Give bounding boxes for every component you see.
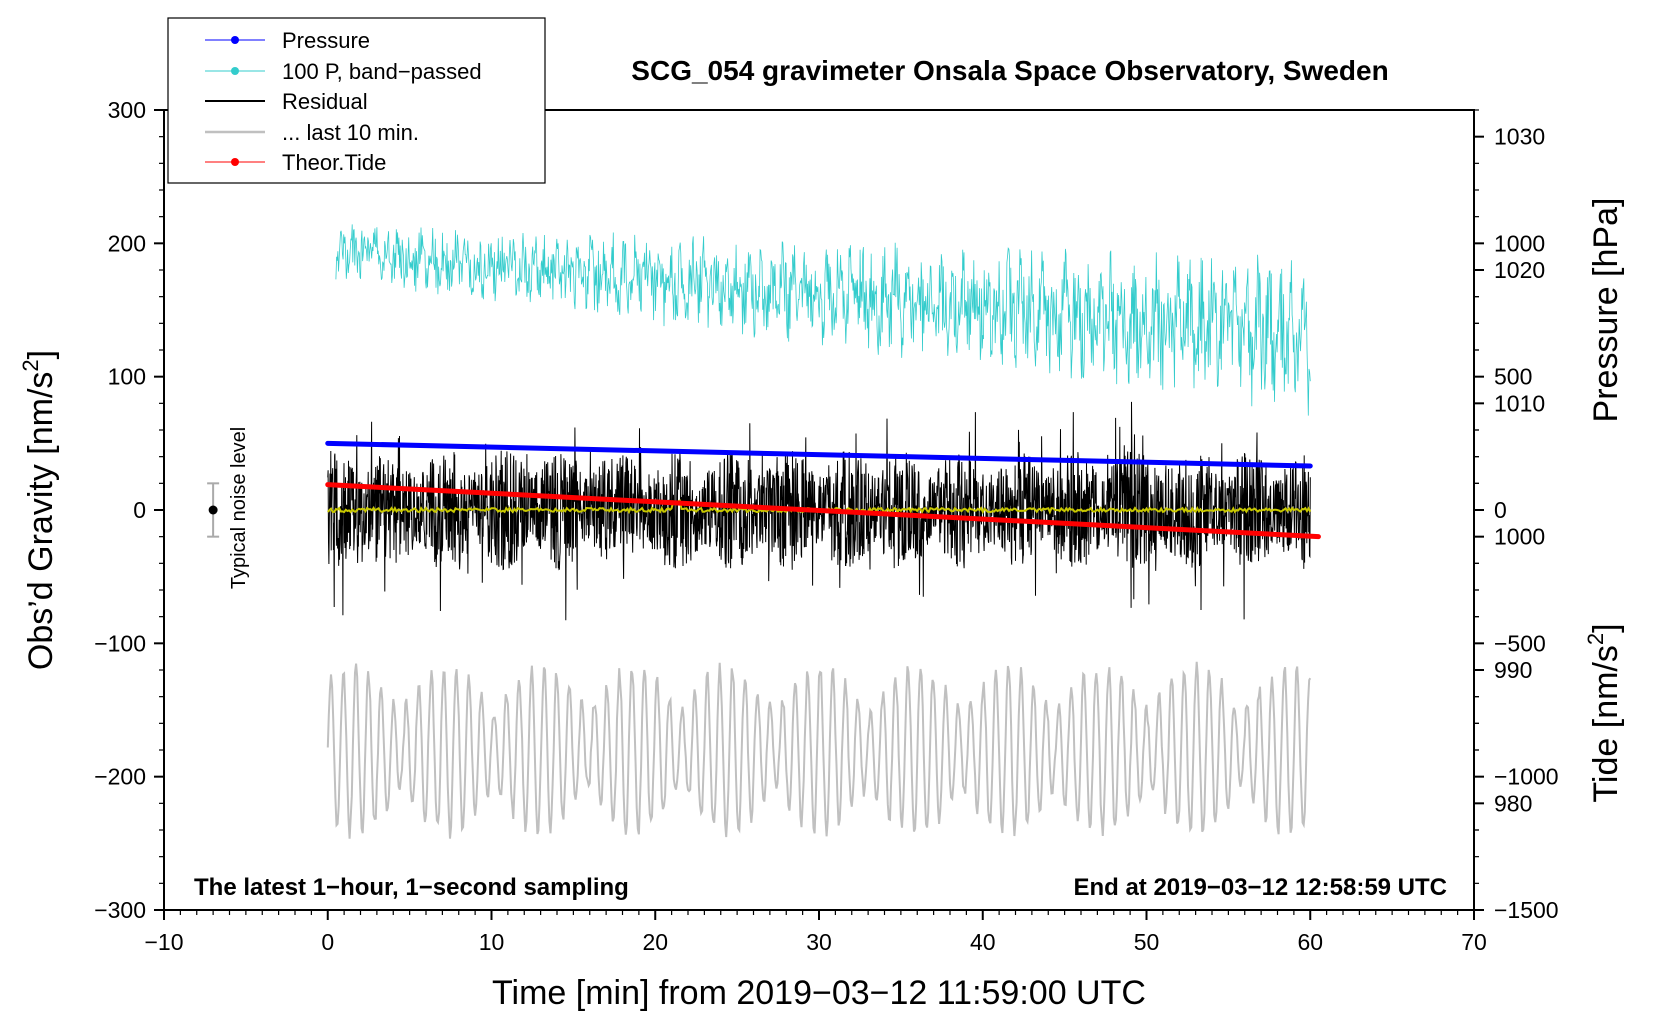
tide-label-sup: 2 (1583, 633, 1608, 645)
x-tick-label: 20 (642, 929, 668, 955)
y-axis-label-tide: Tide [nm/s2] (1583, 623, 1625, 802)
y-left-tick-label: 300 (108, 97, 146, 123)
y-left-tick-label: 200 (108, 230, 146, 256)
tide-tick-label: −1500 (1494, 897, 1559, 923)
ticks-layer: −10 0 10 20 30 40 50 60 703002001000−100−200−300… (94, 97, 1558, 955)
legend: Pressure 100 P, band−passed Residual ...… (167, 17, 546, 184)
y-left-tick-label: −100 (94, 630, 146, 656)
legend-marker-bandpassed (231, 67, 239, 75)
y-left-label-sup: 2 (18, 359, 43, 371)
noise-center-dot (208, 505, 218, 515)
tide-tick-label: 0 (1494, 497, 1507, 523)
y-axis-label-left: Obs’d Gravity [nm/s2] (18, 350, 60, 670)
legend-marker-pressure (231, 36, 239, 44)
annotation-left: The latest 1−hour, 1−second sampling (194, 874, 629, 901)
pressure-tick-label: 1030 (1494, 124, 1545, 150)
series-tide-line (325, 482, 1321, 540)
pressure-tick-label: 980 (1494, 790, 1532, 816)
series-pressure-line (325, 440, 1313, 469)
series-layer (325, 224, 1321, 839)
annotation-right: End at 2019−03−12 12:58:59 UTC (1073, 874, 1447, 901)
y-left-tick-label: 100 (108, 364, 146, 390)
tide-tick-label: 1000 (1494, 230, 1545, 256)
tide-label-main: Tide [nm/s (1587, 645, 1625, 802)
pressure-tick-label: 990 (1494, 657, 1532, 683)
series-last10-line (326, 661, 1312, 839)
x-axis-label: Time [min] from 2019−03−12 11:59:00 UTC (492, 974, 1146, 1012)
y-axis-label-pressure: Pressure [hPa] (1587, 198, 1625, 423)
x-tick-label: 60 (1297, 929, 1323, 955)
y-left-label-close: ] (22, 350, 60, 359)
x-tick-label: 40 (970, 929, 996, 955)
tide-tick-label: −500 (1494, 630, 1546, 656)
legend-marker-tide (231, 158, 239, 166)
y-left-tick-label: −300 (94, 897, 146, 923)
legend-label-pressure: Pressure (282, 28, 370, 53)
x-tick-label: 0 (321, 929, 334, 955)
series-bandpassed-line (335, 224, 1311, 416)
legend-label-residual: Residual (282, 89, 368, 114)
noise-label: Typical noise level (228, 427, 250, 589)
pressure-tick-label: 1000 (1494, 524, 1545, 550)
x-tick-label: 70 (1461, 929, 1487, 955)
pressure-tick-label: 1010 (1494, 390, 1545, 416)
chart-title: SCG_054 gravimeter Onsala Space Observat… (631, 55, 1388, 86)
tide-tick-label: 500 (1494, 364, 1532, 390)
series-residual-line (327, 401, 1311, 621)
legend-label-last10: ... last 10 min. (282, 120, 419, 145)
tide-tick-label: −1000 (1494, 764, 1559, 790)
legend-label-tide: Theor.Tide (282, 150, 386, 175)
tide-label-close: ] (1587, 623, 1625, 632)
x-tick-label: 50 (1134, 929, 1160, 955)
legend-label-bandpassed: 100 P, band−passed (282, 59, 482, 84)
x-tick-label: 30 (806, 929, 832, 955)
y-left-label-main: Obs’d Gravity [nm/s (22, 372, 60, 671)
y-left-tick-label: −200 (94, 764, 146, 790)
x-tick-label: −10 (144, 929, 183, 955)
pressure-tick-label: 1020 (1494, 257, 1545, 283)
x-tick-label: 10 (479, 929, 505, 955)
noise-level-indicator: Typical noise level (207, 427, 250, 589)
y-left-tick-label: 0 (133, 497, 146, 523)
